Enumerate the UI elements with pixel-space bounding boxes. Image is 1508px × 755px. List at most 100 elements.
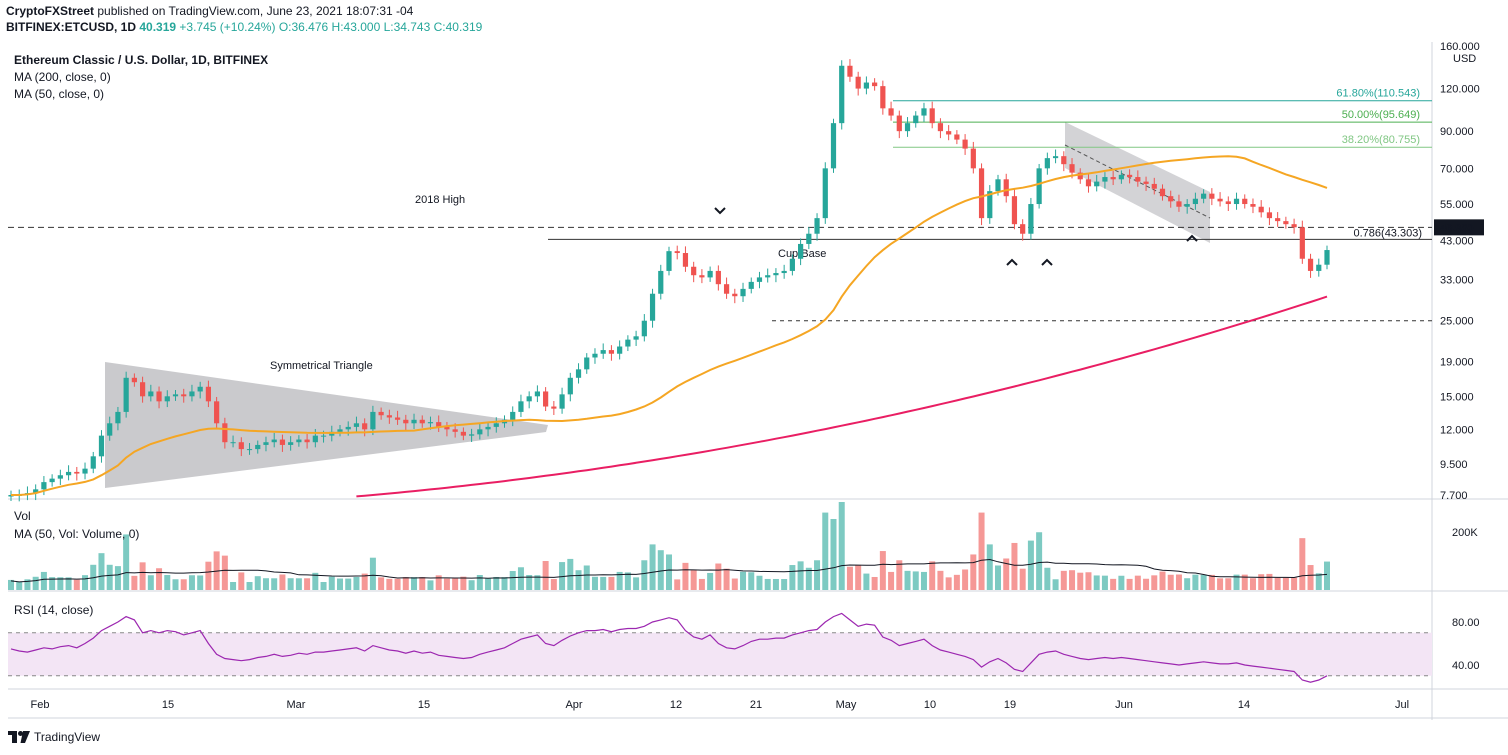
volume-bar [1184, 578, 1191, 590]
price-tick-label: 43.000 [1440, 235, 1474, 247]
volume-bar [32, 576, 39, 590]
candle-body [1307, 258, 1314, 271]
volume-bar [369, 557, 376, 590]
time-tick-label: Apr [565, 699, 582, 711]
candle-body [444, 426, 450, 430]
candle-body [156, 391, 162, 402]
candle-body [649, 293, 656, 321]
volume-bar [600, 576, 607, 590]
volume-bar [106, 564, 113, 590]
candle-body [403, 419, 409, 424]
volume-bar [386, 578, 393, 590]
volume-bar [715, 563, 722, 590]
candle-body [90, 456, 96, 469]
volume-bar [830, 518, 837, 590]
candle-body [123, 377, 129, 412]
time-tick-label: 15 [418, 699, 430, 711]
price-tick-label: 12.000 [1440, 424, 1474, 436]
volume-bar [114, 566, 121, 590]
volume-bar [287, 578, 294, 590]
volume-bar [904, 570, 911, 590]
candle-body [1061, 156, 1067, 165]
candle-body [49, 478, 55, 483]
last-price: 40.319 [139, 20, 177, 34]
volume-bar [320, 582, 327, 590]
volume-bar [1036, 532, 1043, 590]
candle-body [592, 353, 598, 358]
symbol-info: BITFINEX:ETCUSD, 1D [6, 20, 137, 34]
volume-bar [509, 571, 516, 590]
volume-bar [534, 575, 541, 590]
chart-legend-title: Ethereum Classic / U.S. Dollar, 1D, BITF… [14, 53, 269, 67]
volume-bar [485, 578, 492, 590]
price-tick-label: 15.000 [1440, 391, 1474, 403]
candle-body [814, 218, 820, 234]
volume-bar [279, 574, 286, 590]
volume-bar [986, 544, 993, 590]
candle-body [946, 131, 952, 135]
volume-bar [8, 579, 14, 590]
volume-bar [995, 565, 1001, 590]
candle-body [140, 382, 146, 397]
candle-body [1217, 198, 1223, 202]
candle-body [1003, 179, 1009, 197]
footer-brand[interactable]: TradingView [8, 730, 100, 744]
volume-bar [197, 575, 204, 590]
volume-bar [131, 575, 138, 590]
volume-bar [1069, 570, 1076, 590]
candle-body [419, 419, 425, 424]
candle-body [353, 423, 360, 427]
volume-bar [698, 578, 705, 590]
volume-bar [789, 565, 796, 590]
candle-body [600, 350, 606, 354]
candle-body [575, 369, 582, 378]
candle-body [1052, 156, 1059, 159]
candle-body [460, 431, 466, 436]
volume-bar [1307, 565, 1314, 590]
volume-bar [748, 572, 755, 590]
volume-bar [123, 534, 130, 590]
volume-bar [246, 582, 253, 590]
volume-bar [912, 571, 919, 590]
volume-bar [953, 574, 960, 590]
volume-bar [1126, 578, 1133, 590]
candle-body [830, 123, 837, 169]
volume-bar [682, 562, 689, 590]
publisher-name[interactable]: CryptoFXStreet [6, 4, 95, 18]
volume-bar [1266, 573, 1273, 590]
volume-bar [1200, 574, 1207, 590]
price-label: 46.980 [1440, 222, 1474, 234]
volume-bar [1134, 575, 1141, 590]
currency-label: USD [1453, 53, 1477, 65]
volume-bar [40, 571, 47, 590]
candle-body [370, 411, 376, 430]
volume-bar [443, 578, 450, 590]
candle-body [1028, 204, 1034, 234]
volume-bar [1299, 538, 1306, 590]
volume-bar [723, 568, 730, 590]
volume-bar [139, 562, 146, 590]
candle-body [641, 320, 647, 337]
volume-bar [559, 562, 566, 590]
price-change: +3.745 (+10.24%) [179, 20, 276, 34]
candle-body [510, 411, 516, 420]
volume-bar [172, 579, 179, 590]
rsi-line [10, 612, 1328, 683]
volume-bar [608, 576, 615, 590]
volume-bar [337, 578, 343, 590]
candle-body [427, 422, 434, 424]
volume-bar [1249, 578, 1256, 590]
volume-bar [221, 555, 228, 590]
volume-bar [65, 577, 72, 590]
price-tick-label: 19.000 [1440, 356, 1474, 368]
candle-body [337, 429, 343, 432]
fib-label: 50.00%(95.649) [1342, 109, 1420, 121]
time-tick-label: 12 [670, 699, 682, 711]
candle-body [296, 439, 302, 443]
candle-body [1242, 198, 1248, 205]
candle-body [362, 423, 368, 430]
volume-bar [1027, 540, 1034, 590]
candle-body [682, 253, 689, 267]
candle-body [633, 336, 639, 340]
